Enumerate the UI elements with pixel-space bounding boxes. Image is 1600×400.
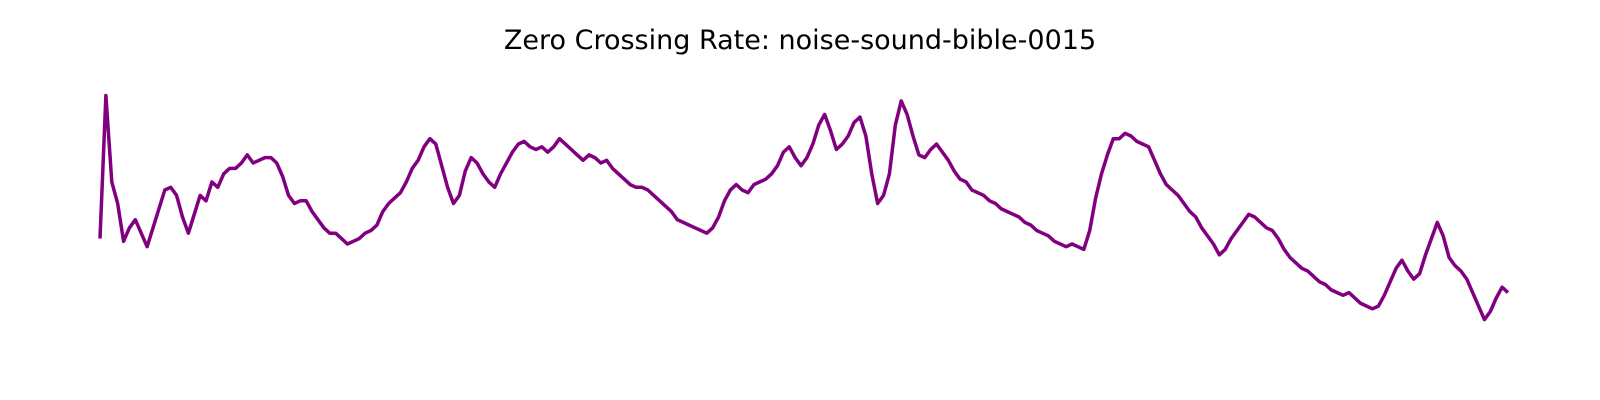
- plot-area: [98, 93, 1510, 322]
- zcr-series-line: [98, 93, 1510, 322]
- chart-title: Zero Crossing Rate: noise-sound-bible-00…: [503, 25, 1097, 56]
